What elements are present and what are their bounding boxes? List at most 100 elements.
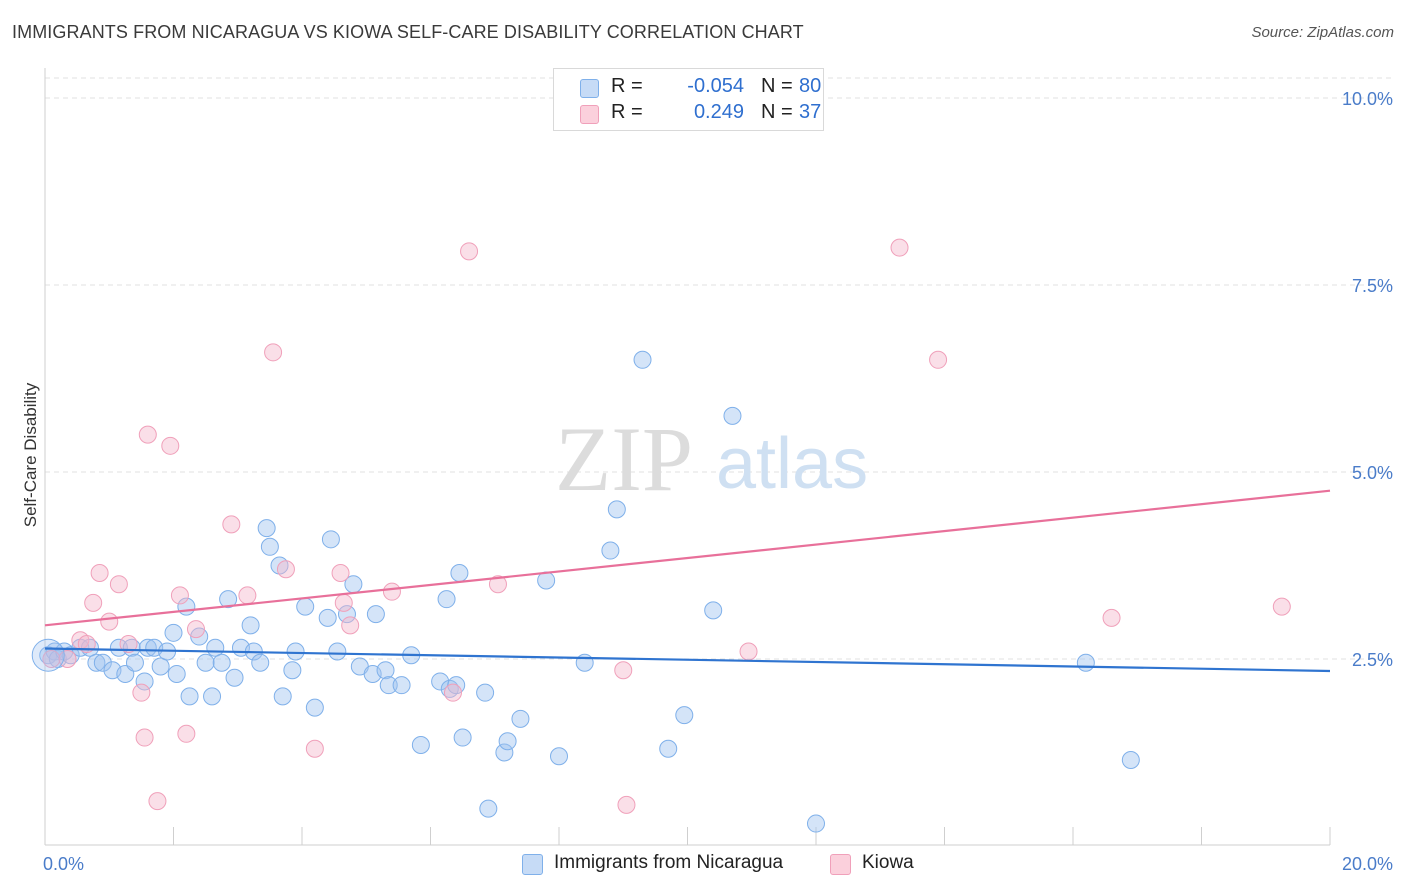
data-point: [305, 698, 324, 717]
data-point: [196, 653, 215, 672]
data-point: [614, 661, 633, 680]
legend-r-value: -0.054: [687, 75, 744, 97]
correlation-legend: R = -0.054 N = 80 R = 0.249 N = 37: [553, 68, 824, 131]
data-point: [617, 795, 636, 814]
tick-labels: 2.5% 5.0% 7.5% 10.0% 0.0% 20.0%: [43, 89, 1393, 874]
data-point: [151, 657, 170, 676]
data-point: [170, 586, 189, 605]
data-point: [929, 350, 948, 369]
data-point: [495, 743, 514, 762]
data-point: [807, 814, 825, 833]
data-point: [58, 650, 77, 668]
data-point: [476, 683, 495, 702]
data-point: [1121, 750, 1140, 769]
data-point: [328, 642, 347, 661]
y-tick-label: 2.5%: [1352, 650, 1393, 670]
data-point: [305, 739, 324, 758]
data-point: [87, 653, 106, 672]
data-point: [1272, 597, 1291, 616]
data-point: [321, 530, 340, 549]
data-points: [31, 238, 1291, 833]
data-point: [203, 687, 222, 706]
data-point: [379, 676, 398, 695]
x-tick-label: 20.0%: [1342, 854, 1393, 874]
data-point: [31, 638, 65, 672]
legend-n-label: N =: [761, 101, 793, 123]
data-point: [550, 747, 568, 766]
y-tick-label: 7.5%: [1352, 276, 1393, 296]
axes: [44, 68, 1331, 846]
data-point: [296, 597, 315, 616]
data-point: [659, 739, 678, 758]
data-point: [135, 728, 154, 747]
data-point: [238, 586, 257, 605]
watermark-zip: ZIP: [555, 408, 693, 510]
trend-line: [44, 647, 1331, 673]
data-point: [675, 706, 694, 725]
data-point: [341, 616, 360, 635]
legend-n-value: 37: [799, 101, 822, 123]
data-point: [283, 661, 302, 680]
legend-swatch-nicaragua: [580, 79, 599, 98]
data-point: [739, 642, 758, 661]
data-point: [1102, 608, 1121, 627]
y-tick-label: 5.0%: [1352, 463, 1393, 483]
data-point: [90, 563, 109, 582]
source-label: Source: ZipAtlas.com: [1251, 24, 1394, 41]
data-point: [260, 537, 279, 556]
data-point: [450, 563, 469, 582]
data-point: [225, 668, 244, 687]
data-point: [164, 623, 183, 642]
chart-title: IMMIGRANTS FROM NICARAGUA VS KIOWA SELF-…: [12, 22, 804, 42]
data-point: [257, 519, 276, 538]
data-point: [601, 541, 620, 560]
x-tick-label: 0.0%: [43, 854, 84, 874]
data-point: [460, 242, 479, 261]
data-point: [331, 563, 350, 582]
data-point: [511, 709, 530, 728]
data-point: [206, 638, 225, 657]
data-point: [135, 672, 154, 691]
data-point: [453, 728, 472, 747]
data-point: [318, 608, 337, 627]
data-point: [443, 683, 462, 702]
y-tick-label: 10.0%: [1342, 89, 1393, 109]
data-point: [84, 593, 103, 612]
legend-swatch-kiowa: [580, 105, 599, 124]
bottom-legend-swatch-kiowa: [830, 854, 851, 875]
data-point: [273, 687, 292, 706]
data-point: [109, 575, 128, 594]
legend-n-value: 80: [799, 75, 822, 97]
data-point: [222, 515, 241, 534]
legend-r-label: R =: [611, 101, 643, 123]
data-point: [241, 616, 260, 635]
data-point: [180, 687, 199, 706]
data-point: [42, 650, 61, 668]
data-point: [100, 612, 119, 631]
watermark: ZIP atlas: [555, 408, 868, 510]
data-point: [161, 436, 180, 455]
legend-r-value: 0.249: [693, 101, 744, 123]
trend-line: [44, 489, 1331, 627]
watermark-atlas: atlas: [716, 424, 868, 504]
data-point: [125, 653, 144, 672]
data-point: [633, 350, 652, 369]
data-point: [264, 343, 283, 362]
data-point: [411, 736, 430, 755]
bottom-legend-label: Kiowa: [862, 852, 914, 873]
data-point: [479, 799, 498, 818]
legend-n-label: N =: [761, 75, 793, 97]
data-point: [219, 590, 238, 609]
data-point: [177, 724, 196, 743]
legend-r-label: R =: [611, 75, 643, 97]
data-point: [251, 653, 270, 672]
data-point: [723, 406, 742, 425]
data-point: [498, 732, 517, 751]
data-point: [93, 653, 112, 672]
data-point: [148, 792, 167, 811]
data-point: [366, 605, 385, 624]
data-point: [109, 638, 128, 657]
data-point: [212, 653, 231, 672]
bottom-legend-swatch-nicaragua: [522, 854, 543, 875]
